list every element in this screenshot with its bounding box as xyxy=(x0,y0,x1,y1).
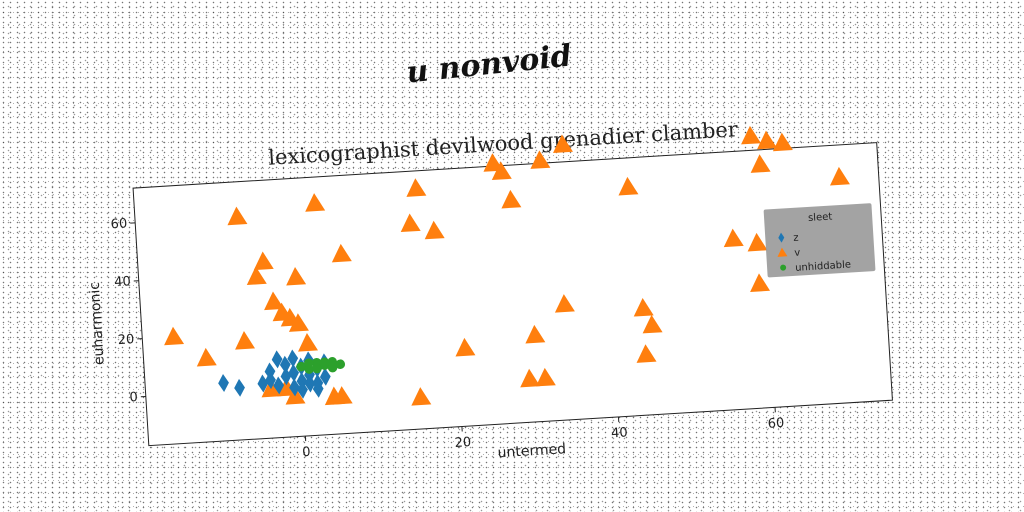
data-point-v xyxy=(264,291,285,311)
y-tick-label: 0 xyxy=(129,390,138,405)
data-point-z xyxy=(271,350,283,369)
data-point-v xyxy=(530,150,551,169)
data-point-v xyxy=(286,266,307,286)
data-point-unhiddable xyxy=(296,361,306,372)
x-tick-label: 20 xyxy=(454,435,471,451)
data-point-v xyxy=(525,324,546,344)
legend-label: z xyxy=(793,233,799,244)
data-point-v xyxy=(332,386,353,405)
data-point-v xyxy=(520,368,541,388)
scatter-axes: lexicographist devilwood grenadier clamb… xyxy=(87,117,893,461)
axis-ticks: 0 20 40 60 0 20 40 60 xyxy=(110,216,784,460)
x-tick-label: 60 xyxy=(767,416,784,432)
data-point-unhiddable xyxy=(335,359,346,370)
data-point-z xyxy=(280,367,292,386)
data-point-v xyxy=(253,251,274,271)
data-point-z xyxy=(234,378,245,397)
data-point-v xyxy=(331,243,352,263)
data-point-v xyxy=(406,178,427,197)
plot-area xyxy=(132,142,893,447)
legend-marker-unhiddable xyxy=(780,264,787,271)
data-point-v xyxy=(636,344,657,363)
data-point-unhiddable xyxy=(312,363,322,374)
legend-label: unhiddable xyxy=(795,259,851,273)
data-point-v xyxy=(750,154,771,173)
x-axis-label: untermed xyxy=(497,441,566,461)
data-point-v xyxy=(747,232,768,252)
data-marks xyxy=(164,125,850,406)
legend-box xyxy=(763,203,876,278)
data-point-v xyxy=(618,176,639,196)
data-point-unhiddable xyxy=(303,358,314,369)
data-point-v xyxy=(723,228,744,248)
data-point-z xyxy=(288,363,300,382)
legend-marker-z xyxy=(778,232,785,243)
data-point-z xyxy=(257,374,269,393)
data-point-v xyxy=(750,273,771,293)
data-point-v xyxy=(772,132,793,152)
figure-supertitle: u nonvoid xyxy=(405,38,573,90)
data-point-v xyxy=(298,333,319,352)
x-tick-label: 40 xyxy=(611,425,628,441)
data-point-v xyxy=(196,347,217,367)
data-point-v xyxy=(455,337,476,357)
data-point-z xyxy=(287,349,299,368)
data-point-unhiddable xyxy=(327,362,338,373)
data-point-z xyxy=(265,371,276,390)
data-point-v xyxy=(400,213,421,233)
data-point-v xyxy=(501,189,522,209)
legend-label: v xyxy=(794,248,801,259)
data-point-v xyxy=(246,266,267,286)
data-point-unhiddable xyxy=(319,357,330,368)
data-point-v xyxy=(741,125,762,145)
data-point-v xyxy=(305,193,326,212)
data-point-v xyxy=(227,206,248,226)
data-point-z xyxy=(218,374,229,392)
legend-marker-v xyxy=(777,247,788,257)
legend-title: sleet xyxy=(808,212,833,224)
data-point-v xyxy=(633,297,654,317)
data-point-v xyxy=(411,387,432,406)
y-axis-label: euharmonic xyxy=(87,282,108,366)
data-point-z xyxy=(312,374,324,393)
data-point-v xyxy=(288,313,309,332)
data-point-z xyxy=(319,367,331,386)
y-tick-label: 60 xyxy=(110,216,127,232)
data-point-v xyxy=(164,326,185,346)
data-point-z xyxy=(304,374,316,393)
data-point-v xyxy=(535,367,556,387)
data-point-z xyxy=(279,355,291,374)
data-point-v xyxy=(829,166,850,186)
y-tick-label: 40 xyxy=(114,274,131,290)
x-tick-label: 0 xyxy=(302,445,311,460)
data-point-v xyxy=(235,331,256,350)
data-point-v xyxy=(491,161,512,181)
data-point-v xyxy=(757,130,778,150)
data-point-v xyxy=(554,294,575,313)
data-point-v xyxy=(642,314,663,334)
data-point-z xyxy=(297,380,308,399)
data-point-v xyxy=(424,220,445,240)
data-point-z xyxy=(289,378,300,397)
data-point-v xyxy=(553,134,573,154)
y-tick-label: 20 xyxy=(117,332,134,348)
data-point-z xyxy=(273,376,285,395)
